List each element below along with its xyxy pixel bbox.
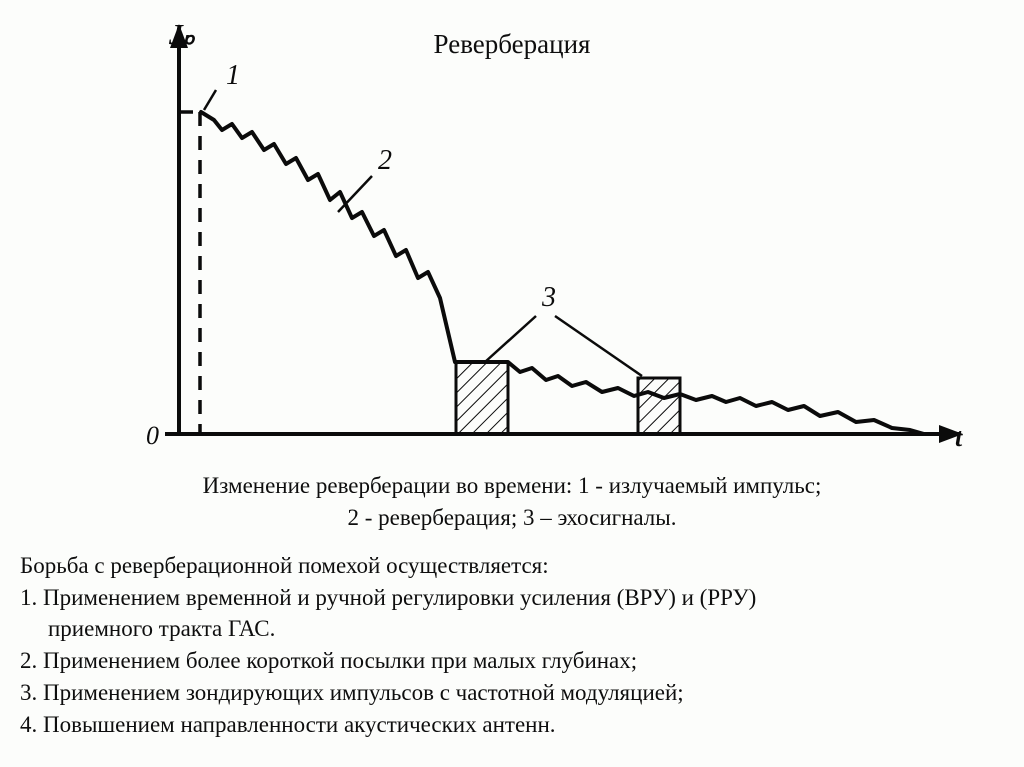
x-axis-label: t	[955, 423, 963, 452]
leader-3b	[555, 316, 642, 376]
body-item-2: 2. Применением более короткой посылки пр…	[20, 645, 1004, 677]
label-2: 2	[378, 145, 392, 176]
leader-3a	[485, 316, 536, 362]
body-item-1-line-1: 1. Применением временной и ручной регули…	[20, 582, 1004, 614]
caption-line-1: Изменение реверберации во времени: 1 - и…	[203, 473, 822, 498]
leader-1	[204, 90, 216, 110]
body-item-1-line-2: приемного тракта ГАС.	[20, 613, 1004, 645]
y-axis-label: Jₚ	[168, 24, 196, 51]
reverberation-curve	[201, 112, 924, 434]
echo-bar-1	[456, 362, 508, 434]
body-text: Борьба с реверберационной помехой осущес…	[20, 550, 1004, 740]
body-item-4: 4. Повышением направленности акустически…	[20, 709, 1004, 741]
label-1: 1	[226, 60, 240, 91]
caption-line-2: 2 - реверберация; 3 – эхосигналы.	[348, 505, 677, 530]
echo-bar-2	[638, 378, 680, 434]
body-heading: Борьба с реверберационной помехой осущес…	[20, 550, 1004, 582]
body-item-3: 3. Применением зондирующих импульсов с ч…	[20, 677, 1004, 709]
diagram-caption: Изменение реверберации во времени: 1 - и…	[0, 470, 1024, 533]
origin-label: 0	[146, 421, 159, 450]
label-3: 3	[541, 282, 556, 313]
reverberation-diagram: Jₚ t 0 1 2 3	[105, 24, 1005, 474]
page: Реверберация Jₚ t 0 1 2 3 И	[0, 0, 1024, 767]
